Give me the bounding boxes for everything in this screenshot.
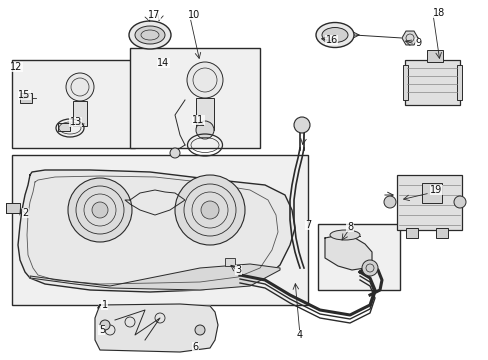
Text: 3: 3 bbox=[235, 265, 241, 275]
Circle shape bbox=[293, 117, 309, 133]
Ellipse shape bbox=[329, 230, 359, 240]
Circle shape bbox=[453, 196, 465, 208]
Text: 19: 19 bbox=[429, 185, 441, 195]
Circle shape bbox=[195, 325, 204, 335]
Text: 13: 13 bbox=[70, 117, 82, 127]
Circle shape bbox=[92, 202, 108, 218]
Text: 9: 9 bbox=[414, 38, 420, 48]
Text: 12: 12 bbox=[10, 62, 22, 72]
Text: 6: 6 bbox=[192, 342, 198, 352]
Circle shape bbox=[196, 121, 214, 139]
Text: 14: 14 bbox=[157, 58, 169, 68]
Bar bbox=[130, 48, 260, 148]
Bar bbox=[196, 98, 214, 130]
Text: 2: 2 bbox=[22, 208, 28, 218]
Ellipse shape bbox=[135, 26, 164, 44]
Circle shape bbox=[66, 73, 94, 101]
Text: 1: 1 bbox=[102, 300, 108, 310]
Polygon shape bbox=[30, 264, 280, 290]
Circle shape bbox=[68, 178, 132, 242]
Text: 16: 16 bbox=[325, 35, 337, 45]
Polygon shape bbox=[18, 170, 294, 292]
Ellipse shape bbox=[321, 27, 347, 42]
Bar bbox=[421, 183, 441, 203]
Ellipse shape bbox=[315, 22, 353, 48]
Text: 18: 18 bbox=[432, 8, 445, 18]
Bar bbox=[6, 203, 20, 213]
Bar bbox=[402, 65, 407, 100]
Bar bbox=[435, 228, 447, 238]
Circle shape bbox=[175, 175, 244, 245]
Circle shape bbox=[361, 260, 377, 276]
Polygon shape bbox=[401, 31, 417, 45]
Bar bbox=[405, 228, 417, 238]
Circle shape bbox=[201, 201, 219, 219]
Ellipse shape bbox=[129, 21, 171, 49]
Polygon shape bbox=[325, 235, 371, 270]
Bar bbox=[426, 50, 442, 62]
Text: 15: 15 bbox=[18, 90, 30, 100]
Bar bbox=[224, 258, 235, 266]
Circle shape bbox=[383, 196, 395, 208]
Text: 5: 5 bbox=[99, 325, 105, 335]
Text: 17: 17 bbox=[148, 10, 160, 20]
Bar bbox=[20, 93, 32, 103]
Text: 7: 7 bbox=[305, 220, 311, 230]
Bar bbox=[317, 224, 399, 290]
Text: 4: 4 bbox=[296, 330, 303, 340]
Bar bbox=[404, 60, 459, 105]
Text: 8: 8 bbox=[346, 222, 352, 232]
Bar bbox=[58, 123, 70, 131]
Circle shape bbox=[170, 148, 180, 158]
Bar bbox=[73, 101, 87, 126]
Bar bbox=[396, 175, 461, 230]
Text: 10: 10 bbox=[187, 10, 200, 20]
Bar bbox=[12, 60, 135, 148]
Circle shape bbox=[186, 62, 223, 98]
Bar bbox=[12, 155, 307, 305]
Bar bbox=[456, 65, 461, 100]
Circle shape bbox=[100, 320, 110, 330]
Text: 11: 11 bbox=[192, 115, 204, 125]
Polygon shape bbox=[95, 304, 218, 352]
